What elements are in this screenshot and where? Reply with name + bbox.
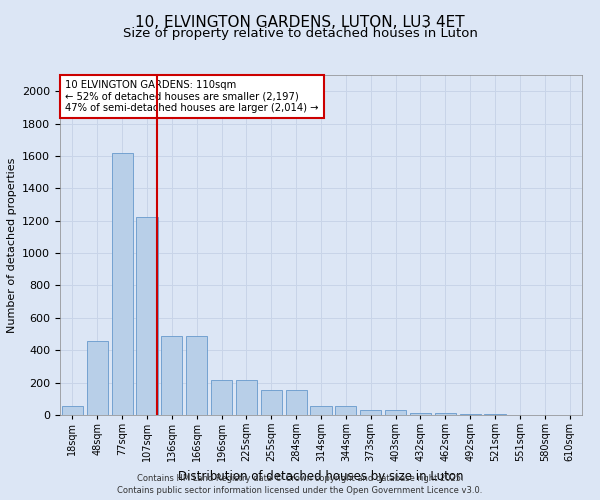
Bar [261, 390, 282, 415]
Bar [186, 336, 207, 415]
Bar [310, 406, 332, 415]
Bar [236, 380, 257, 415]
Bar [435, 414, 456, 415]
Bar [161, 336, 182, 415]
Bar [211, 380, 232, 415]
Y-axis label: Number of detached properties: Number of detached properties [7, 158, 17, 332]
Bar [87, 342, 108, 415]
Text: Contains HM Land Registry data © Crown copyright and database right 2025.
Contai: Contains HM Land Registry data © Crown c… [118, 474, 482, 495]
Bar [484, 414, 506, 415]
Text: 10 ELVINGTON GARDENS: 110sqm
← 52% of detached houses are smaller (2,197)
47% of: 10 ELVINGTON GARDENS: 110sqm ← 52% of de… [65, 80, 319, 114]
Bar [136, 218, 158, 415]
Bar [360, 410, 381, 415]
Bar [410, 414, 431, 415]
Text: Size of property relative to detached houses in Luton: Size of property relative to detached ho… [122, 28, 478, 40]
Bar [62, 406, 83, 415]
Bar [460, 414, 481, 415]
Bar [286, 390, 307, 415]
X-axis label: Distribution of detached houses by size in Luton: Distribution of detached houses by size … [178, 470, 464, 483]
Bar [112, 152, 133, 415]
Bar [335, 406, 356, 415]
Bar [385, 410, 406, 415]
Text: 10, ELVINGTON GARDENS, LUTON, LU3 4ET: 10, ELVINGTON GARDENS, LUTON, LU3 4ET [135, 15, 465, 30]
